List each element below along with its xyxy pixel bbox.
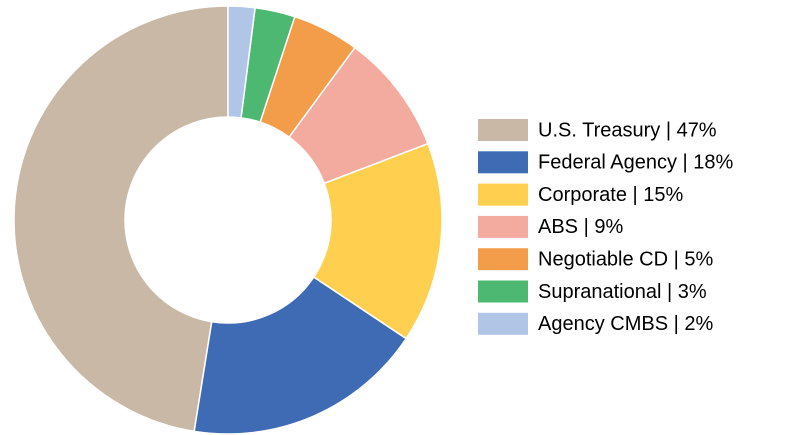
legend-swatch: [478, 119, 528, 141]
donut-slice: [13, 5, 229, 433]
legend-swatch: [478, 248, 528, 271]
donut-slice: [312, 142, 443, 340]
legend-label: Supranational | 3%: [538, 281, 707, 303]
donut-slice: [193, 276, 408, 435]
donut-slice: [227, 5, 256, 119]
legend-label: Corporate | 15%: [538, 184, 683, 206]
legend-swatch: [478, 183, 528, 206]
legend-swatch: [478, 215, 528, 238]
legend-swatch: [478, 312, 528, 335]
legend-label: Negotiable CD | 5%: [538, 248, 714, 270]
legend-label: U.S. Treasury | 47%: [538, 119, 717, 141]
legend-swatch: [478, 280, 528, 303]
legend-label: ABS | 9%: [538, 216, 623, 238]
legend-swatch: [478, 151, 528, 174]
legend-label: Agency CMBS | 2%: [538, 313, 713, 335]
legend-label: Federal Agency | 18%: [538, 152, 734, 174]
